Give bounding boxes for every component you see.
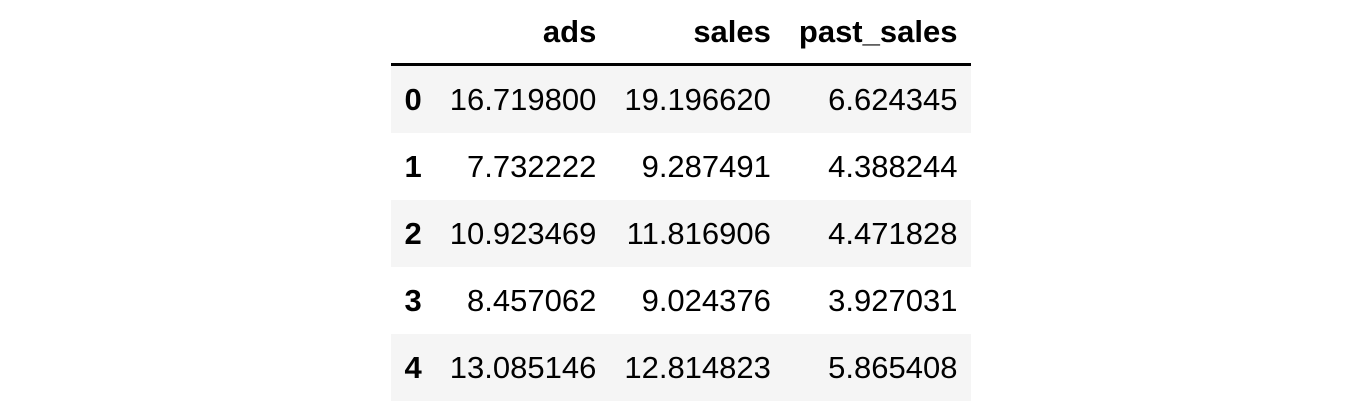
cell-past-sales: 5.865408 <box>828 350 958 385</box>
column-header-past-sales: past_sales <box>784 0 972 66</box>
table-row: 4 13.085146 12.814823 5.865408 <box>390 334 972 401</box>
table-row: 3 8.457062 9.024376 3.927031 <box>390 267 972 334</box>
column-header-ads: ads <box>435 0 611 66</box>
cell-sales: 12.814823 <box>624 350 771 385</box>
column-header-sales: sales <box>610 0 785 66</box>
cell-ads: 13.085146 <box>449 350 597 385</box>
cell-past-sales: 4.471828 <box>828 216 958 251</box>
table-header: ads sales past_sales <box>390 0 972 66</box>
cell-past-sales: 3.927031 <box>828 283 958 318</box>
row-index: 2 <box>404 216 422 251</box>
cell-sales: 19.196620 <box>624 82 771 117</box>
cell-past-sales: 6.624345 <box>828 82 958 117</box>
row-index: 1 <box>404 149 422 184</box>
index-corner-cell <box>390 0 436 66</box>
row-index: 0 <box>404 82 422 117</box>
cell-sales: 11.816906 <box>626 216 771 251</box>
cell-ads: 7.732222 <box>467 149 597 184</box>
cell-sales: 9.287491 <box>641 149 771 184</box>
cell-ads: 8.457062 <box>467 283 597 318</box>
cell-ads: 10.923469 <box>449 216 597 251</box>
table-row: 2 10.923469 11.816906 4.471828 <box>390 200 972 267</box>
cell-sales: 9.024376 <box>641 283 771 318</box>
header-row: ads sales past_sales <box>390 0 972 66</box>
row-index: 3 <box>404 283 422 318</box>
cell-past-sales: 4.388244 <box>828 149 958 184</box>
table-body: 0 16.719800 19.196620 6.624345 1 7.73222… <box>390 64 972 401</box>
row-index: 4 <box>404 350 422 385</box>
dataframe-table: ads sales past_sales 0 16.719800 19.1966… <box>390 0 972 401</box>
cell-ads: 16.719800 <box>449 82 597 117</box>
table-row: 0 16.719800 19.196620 6.624345 <box>390 64 972 133</box>
table-row: 1 7.732222 9.287491 4.388244 <box>390 133 972 200</box>
